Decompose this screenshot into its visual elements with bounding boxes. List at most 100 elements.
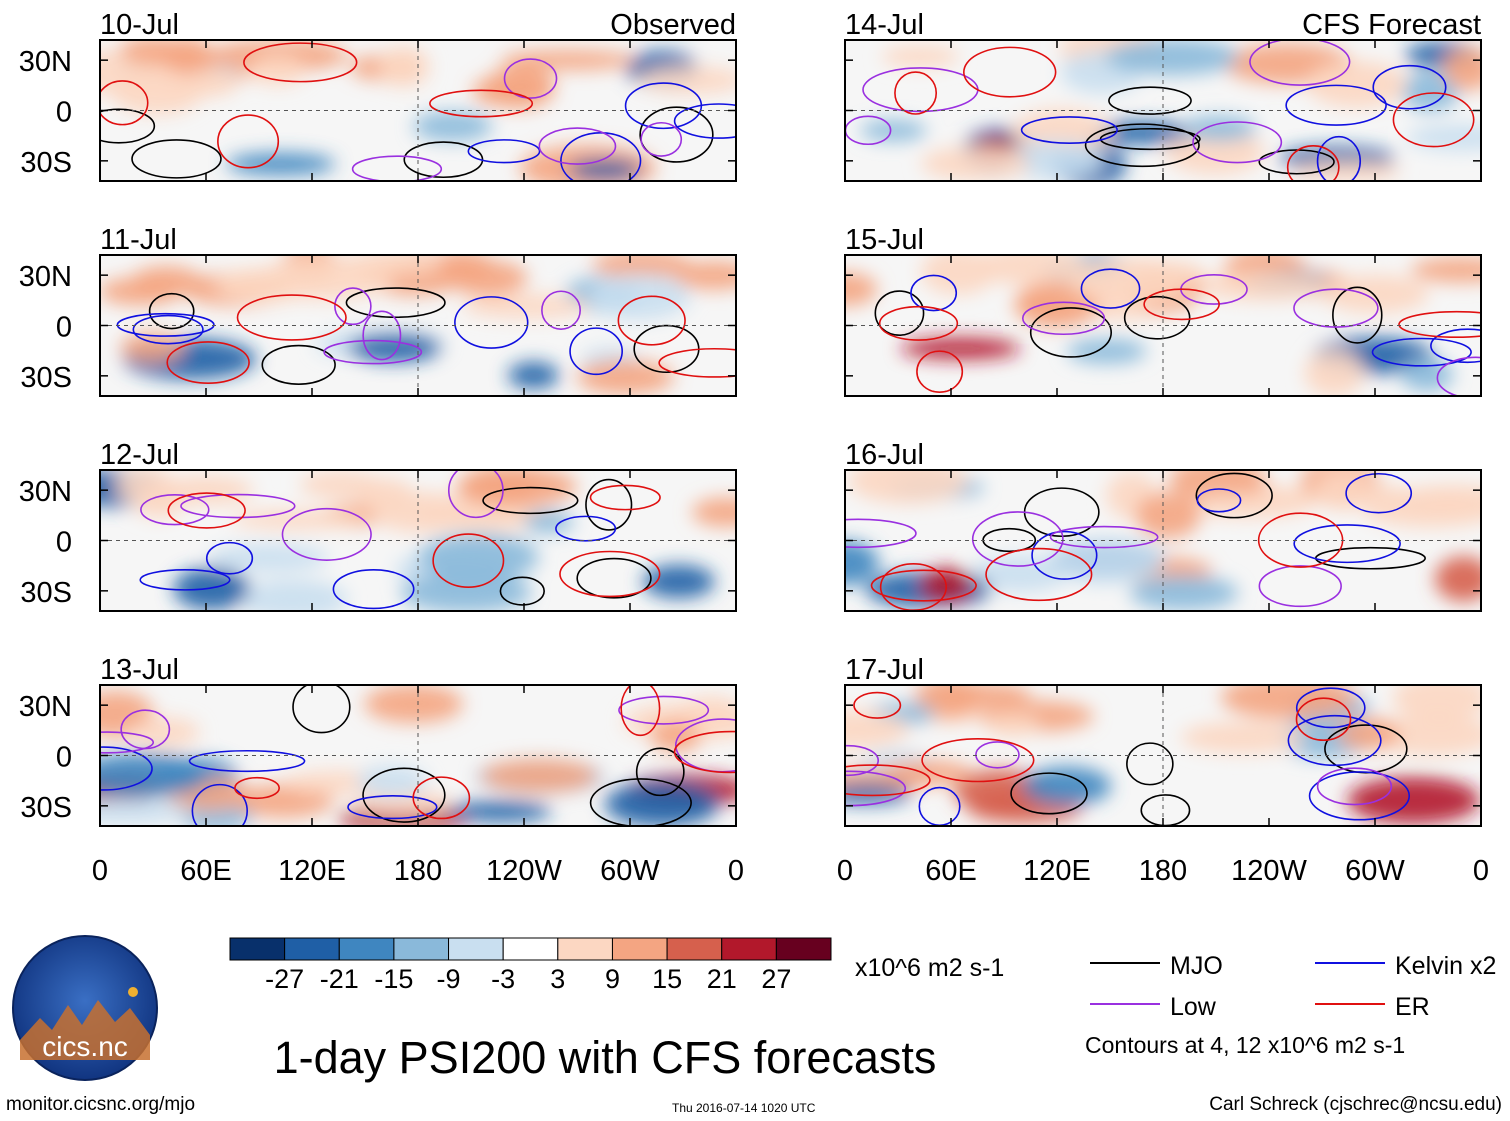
anomaly-cell [207,543,329,572]
panel-date-label: 15-Jul [845,224,924,256]
contour-MJO [482,486,579,515]
contour-Kelvin x2 [1293,524,1401,564]
contour-ER [234,776,281,800]
panel-12-Jul: 12-Jul 30N 0 30S [19,439,737,612]
anomaly-cell [115,470,175,504]
anomaly-cell [1066,338,1147,364]
y-tick-label: 30S [20,362,72,394]
contour-ER [620,685,661,737]
anomaly-cell [860,119,927,142]
contour-Kelvin x2 [332,569,415,610]
x-tick-label: 0 [728,855,744,887]
x-tick-label: 180 [1139,855,1187,887]
contour-Low [1192,121,1283,164]
colorbar-swatch [611,937,668,961]
anomaly-cell [970,555,1069,593]
contour-ER [673,730,736,774]
colorbar-swatch [448,937,504,961]
contour-Kelvin x2 [1345,472,1413,514]
contour-ER [166,341,250,384]
contour-Kelvin x2 [205,541,254,575]
contour-ER [429,89,534,118]
anomaly-cell [481,758,598,793]
panel-date-label: 11-Jul [100,224,177,256]
panel-13-Jul: 13-Jul 30N 0 30S [19,654,737,827]
anomaly-cell [1135,492,1201,539]
anomaly-cell [129,717,200,748]
anomaly-cell [1182,115,1257,141]
panel-10-Jul: 10-Jul Observed 30N 0 30S [19,9,737,182]
panel-15-Jul: 15-Jul [844,224,1482,397]
anomaly-cell [214,267,313,303]
footer-timestamp: Thu 2016-07-14 1020 UTC [672,1101,816,1115]
y-tick-label: 30S [20,577,72,609]
anomaly-cell [931,685,1031,707]
anomaly-cell [1291,161,1402,181]
contour-ER [167,492,246,529]
contour-MJO [1123,295,1191,340]
contour-Kelvin x2 [1308,771,1411,821]
panel-date-label: 17-Jul [845,654,924,686]
footer-url[interactable]: monitor.cicsnc.org/mjo [6,1094,196,1115]
contour-ER [559,550,661,598]
anomaly-cell [378,46,430,88]
contour-Low [1021,301,1106,336]
anomaly-cell [881,45,960,68]
contour-Kelvin x2 [910,274,958,312]
anomaly-cell [417,533,539,582]
contour-Kelvin x2 [569,327,623,376]
contour-Kelvin x2 [1430,328,1481,364]
contour-Low [281,507,372,561]
anomaly-cell [845,272,878,307]
anomaly-cell [881,760,972,786]
contour-Kelvin x2 [1196,488,1242,513]
contour-Low [541,290,581,330]
contour-Kelvin x2 [555,515,617,542]
y-tick-label: 0 [56,742,72,774]
colorbar-swatch [721,937,777,961]
contour-Low [1316,767,1393,806]
contour-ER [878,305,959,341]
contour-Low [1293,288,1379,328]
anomaly-cell [356,765,428,798]
contour-Kelvin x2 [116,312,215,337]
contour-Low [845,744,879,777]
x-tick-label: 120E [278,855,346,887]
cics-logo: cics.nc [12,935,158,1081]
contour-Low [140,494,210,526]
contour-MJO [1029,307,1113,358]
anomaly-cell [1393,484,1481,515]
anomaly-cell [1068,257,1193,305]
legend-label: Low [1170,993,1217,1021]
contour-Kelvin x2 [1285,84,1387,126]
colorbar-swatch [775,937,832,961]
contour-Low [1436,356,1481,396]
contour-ER [845,764,931,797]
anomaly-cell [642,564,715,599]
contour-ER [432,533,505,588]
contour-Low [971,511,1064,567]
contour-Kelvin x2 [454,296,529,349]
contour-ER [870,569,977,602]
contour-MJO [639,106,714,163]
anomaly-cell [120,332,184,362]
panel-date-label: 16-Jul [845,439,924,471]
anomaly-cell [1004,140,1105,180]
anomaly-cell [100,752,210,798]
contour-ER [1295,697,1352,742]
anomaly-cell [1443,46,1481,91]
contour-Low [362,310,402,361]
contour-ER [243,42,358,83]
contour-ER [589,484,661,511]
contour-Kelvin x2 [1080,268,1141,309]
anomaly-cell [238,579,349,611]
anomaly-cell [119,40,187,66]
contour-MJO [100,108,156,144]
anomaly-cell [230,509,366,530]
colorbar-swatch [284,937,340,961]
legend-label: Kelvin x2 [1395,952,1496,980]
anomaly-cell [100,277,182,306]
colorbar-swatch [557,937,613,961]
contour-MJO [499,576,545,606]
